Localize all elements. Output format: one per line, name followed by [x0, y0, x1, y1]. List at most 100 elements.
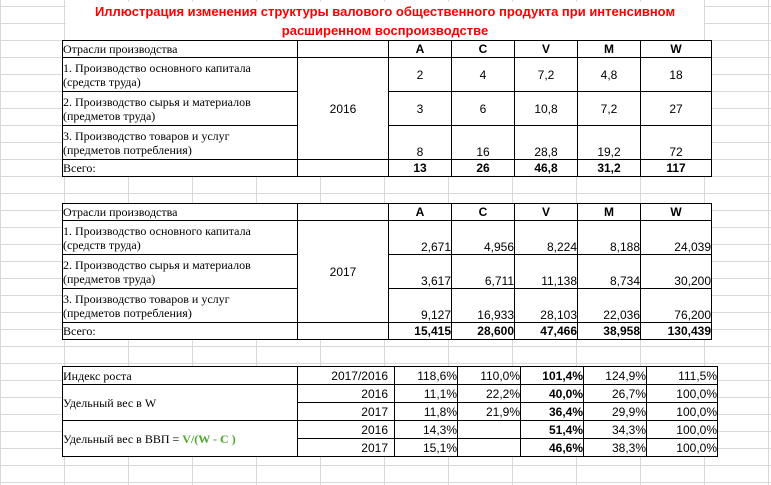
col-header-m[interactable]: M	[577, 203, 641, 221]
total-year-cell[interactable]	[297, 322, 389, 340]
total-label[interactable]: Всего:	[62, 322, 298, 340]
value-cell[interactable]: 6,711	[451, 254, 515, 289]
value-cell-highlight[interactable]: 101,4%	[520, 366, 584, 385]
total-label[interactable]: Всего:	[62, 159, 298, 177]
total-cell[interactable]: 28,600	[451, 322, 515, 340]
value-cell[interactable]: 8,224	[514, 220, 578, 255]
total-cell[interactable]: 117	[640, 159, 712, 177]
col-header-c[interactable]: C	[451, 40, 515, 58]
period-cell[interactable]: 2017/2016	[297, 366, 395, 385]
value-cell[interactable]: 29,9%	[583, 402, 647, 421]
value-cell[interactable]: 19,2	[577, 125, 641, 160]
col-header-label[interactable]: Отрасли производства	[62, 40, 298, 58]
value-cell[interactable]: 30,200	[640, 254, 712, 289]
value-cell[interactable]	[457, 438, 521, 457]
total-cell[interactable]: 130,439	[640, 322, 712, 340]
col-header-v[interactable]: V	[514, 203, 578, 221]
col-header-year[interactable]	[297, 203, 389, 221]
value-cell[interactable]: 16	[451, 125, 515, 160]
value-cell[interactable]: 10,8	[514, 91, 578, 126]
value-cell-highlight[interactable]: 46,6%	[520, 438, 584, 457]
col-header-m[interactable]: M	[577, 40, 641, 58]
growth-index-label[interactable]: Индекс роста	[62, 366, 298, 385]
year-cell[interactable]: 2016	[297, 420, 395, 439]
value-cell[interactable]: 4,956	[451, 220, 515, 255]
row-label[interactable]: 3. Производство товаров и услуг (предмето…	[62, 125, 298, 160]
value-cell[interactable]: 11,1%	[394, 384, 458, 403]
value-cell[interactable]: 76,200	[640, 288, 712, 323]
value-cell[interactable]: 22,2%	[457, 384, 521, 403]
row-label[interactable]: 2. Производство сырья и материалов (предм…	[62, 91, 298, 126]
value-cell[interactable]: 7,2	[577, 91, 641, 126]
value-cell[interactable]: 4,8	[577, 57, 641, 92]
value-cell[interactable]: 26,7%	[583, 384, 647, 403]
total-cell[interactable]: 15,415	[388, 322, 452, 340]
value-cell[interactable]: 3,617	[388, 254, 452, 289]
value-cell[interactable]: 16,933	[451, 288, 515, 323]
value-cell[interactable]	[457, 420, 521, 439]
col-header-w[interactable]: W	[640, 40, 712, 58]
value-cell[interactable]: 38,3%	[583, 438, 647, 457]
value-cell[interactable]: 111,5%	[646, 366, 718, 385]
total-year-cell[interactable]	[297, 159, 389, 177]
col-header-a[interactable]: A	[388, 203, 452, 221]
col-header-w[interactable]: W	[640, 203, 712, 221]
total-cell[interactable]: 31,2	[577, 159, 641, 177]
value-cell-highlight[interactable]: 36,4%	[520, 402, 584, 421]
value-cell[interactable]: 9,127	[388, 288, 452, 323]
share-w-label[interactable]: Удельный вес в W	[62, 384, 298, 421]
value-cell[interactable]: 7,2	[514, 57, 578, 92]
total-cell[interactable]: 38,958	[577, 322, 641, 340]
value-cell[interactable]: 27	[640, 91, 712, 126]
value-cell[interactable]: 100,0%	[646, 420, 718, 439]
value-cell[interactable]: 6	[451, 91, 515, 126]
value-cell[interactable]: 18	[640, 57, 712, 92]
value-cell[interactable]: 3	[388, 91, 452, 126]
row-label[interactable]: 2. Производство сырья и материалов (предм…	[62, 254, 298, 289]
value-cell[interactable]: 100,0%	[646, 402, 718, 421]
value-cell[interactable]: 28,8	[514, 125, 578, 160]
value-cell[interactable]: 2	[388, 57, 452, 92]
value-cell[interactable]: 8	[388, 125, 452, 160]
value-cell[interactable]: 4	[451, 57, 515, 92]
value-cell-highlight[interactable]: 40,0%	[520, 384, 584, 403]
value-cell[interactable]: 8,188	[577, 220, 641, 255]
value-cell[interactable]: 100,0%	[646, 384, 718, 403]
year-cell[interactable]: 2016	[297, 384, 395, 403]
value-cell[interactable]: 11,8%	[394, 402, 458, 421]
value-cell[interactable]: 15,1%	[394, 438, 458, 457]
row-label[interactable]: 1. Производство основного капитала (средс…	[62, 57, 298, 92]
share-gdp-label[interactable]: Удельный вес в ВВП = V/(W - C )	[62, 420, 298, 457]
col-header-label[interactable]: Отрасли производства	[62, 203, 298, 221]
year-cell[interactable]: 2017	[297, 438, 395, 457]
value-cell[interactable]: 110,0%	[457, 366, 521, 385]
value-cell[interactable]: 28,103	[514, 288, 578, 323]
total-cell[interactable]: 26	[451, 159, 515, 177]
value-cell[interactable]: 72	[640, 125, 712, 160]
value-cell-highlight[interactable]: 51,4%	[520, 420, 584, 439]
row-label[interactable]: 1. Производство основного капитала (средс…	[62, 220, 298, 255]
row-label[interactable]: 3. Производство товаров и услуг (предмето…	[62, 288, 298, 323]
total-cell[interactable]: 13	[388, 159, 452, 177]
total-cell[interactable]: 46,8	[514, 159, 578, 177]
value-cell[interactable]: 118,6%	[394, 366, 458, 385]
col-header-v[interactable]: V	[514, 40, 578, 58]
year-cell[interactable]: 2017	[297, 220, 389, 323]
year-cell[interactable]: 2016	[297, 57, 389, 160]
col-header-c[interactable]: C	[451, 203, 515, 221]
value-cell[interactable]: 124,9%	[583, 366, 647, 385]
value-cell[interactable]: 24,039	[640, 220, 712, 255]
total-row: Всего: 15,415 28,600 47,466 38,958 130,4…	[62, 322, 712, 340]
year-cell[interactable]: 2017	[297, 402, 395, 421]
value-cell[interactable]: 2,671	[388, 220, 452, 255]
value-cell[interactable]: 34,3%	[583, 420, 647, 439]
value-cell[interactable]: 8,734	[577, 254, 641, 289]
col-header-a[interactable]: A	[388, 40, 452, 58]
total-cell[interactable]: 47,466	[514, 322, 578, 340]
value-cell[interactable]: 21,9%	[457, 402, 521, 421]
col-header-year[interactable]	[297, 40, 389, 58]
value-cell[interactable]: 22,036	[577, 288, 641, 323]
value-cell[interactable]: 11,138	[514, 254, 578, 289]
value-cell[interactable]: 14,3%	[394, 420, 458, 439]
value-cell[interactable]: 100,0%	[646, 438, 718, 457]
